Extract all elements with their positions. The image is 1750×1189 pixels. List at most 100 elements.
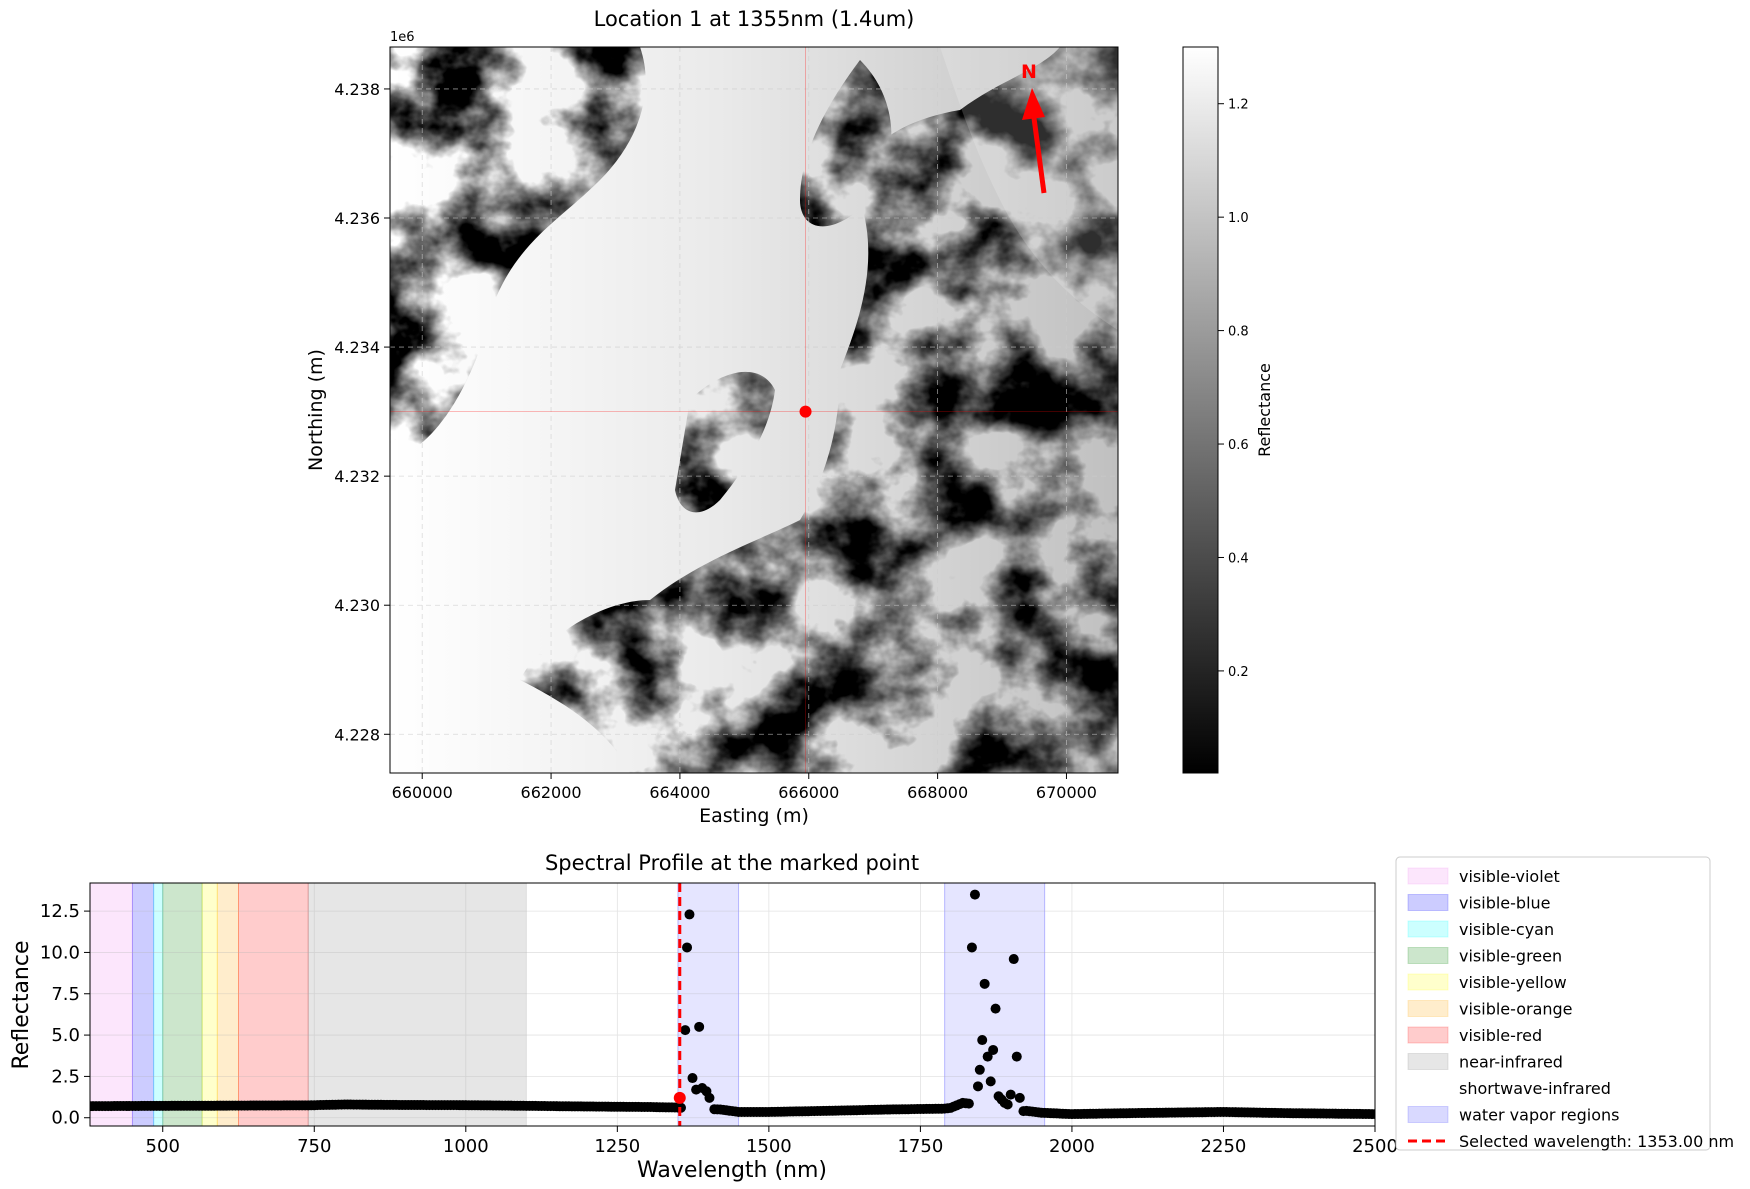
spectrum-point	[985, 1076, 996, 1087]
spectrum-point	[963, 1098, 974, 1109]
spectrum-xlabel: Wavelength (nm)	[637, 1158, 827, 1183]
marked-point[interactable]	[799, 405, 812, 418]
map-title: Location 1 at 1355nm (1.4um)	[594, 7, 915, 31]
spectrum-x-tick-label: 1000	[443, 1136, 489, 1157]
north-arrow-icon	[1022, 88, 1047, 194]
colorbar-tick-label: 1.0	[1228, 211, 1249, 226]
map-x-tick-label: 664000	[649, 783, 710, 802]
spectrum-point	[979, 978, 990, 989]
spectrum-point	[1014, 1092, 1025, 1103]
spectrum-point	[680, 1025, 691, 1036]
map-x-tick-label: 660000	[392, 783, 453, 802]
spectral-region-visible-blue	[131, 883, 155, 1126]
spectrum-x-tick-label: 1500	[746, 1136, 792, 1157]
map-x-tick-label: 662000	[521, 783, 582, 802]
spectrum-point	[982, 1051, 993, 1062]
legend-swatch	[1408, 1080, 1448, 1096]
map-ylabel: Northing (m)	[305, 349, 327, 471]
spectrum-x-tick-label: 2250	[1201, 1136, 1247, 1157]
spectral-region-visible-yellow	[201, 883, 218, 1126]
spectral-region-visible-cyan	[153, 883, 164, 1126]
spectrum-x-tick-label: 750	[297, 1136, 331, 1157]
spectral-region-visible-violet	[90, 883, 133, 1126]
colorbar-axis: 0.2 0.4 0.6 0.8 1.0 1.2	[1218, 98, 1249, 680]
spectral-region-near-infrared	[307, 883, 527, 1126]
spectrum-points	[90, 889, 1375, 1120]
map-axes-frame	[389, 46, 1119, 774]
spectral-region-water-vapor-regions	[677, 883, 740, 1126]
spectrum-point	[990, 1003, 1001, 1014]
legend-label: near-infrared	[1459, 1053, 1563, 1072]
spectrum-point	[966, 942, 977, 953]
colorbar-label: Reflectance	[1255, 363, 1274, 457]
spectrum-x-axis: 500 750 1000 1250 1500 1750 2000 2250 2500	[146, 1126, 1398, 1157]
map-y-tick-label: 4.236	[334, 209, 380, 228]
spectrum-point	[977, 1035, 988, 1046]
colorbar-tick-label: 0.2	[1228, 665, 1249, 680]
map-y-tick-label: 4.232	[334, 467, 380, 486]
spectrum-point	[1002, 1099, 1013, 1110]
map-offset-label: 1e6	[390, 30, 415, 45]
spectrum-point	[969, 889, 980, 900]
legend-label: visible-violet	[1459, 867, 1560, 886]
spectrum-point	[988, 1044, 999, 1055]
map-x-axis: 660000 662000 664000 666000 668000 670000	[392, 773, 1097, 802]
reflectance-image	[390, 47, 1118, 773]
legend-swatch	[1407, 1000, 1449, 1017]
spectrum-y-tick-label: 5.0	[51, 1025, 80, 1046]
colorbar-tick-label: 1.2	[1228, 98, 1249, 113]
spectral-region-shortwave-infrared	[525, 883, 1375, 1126]
spectrum-point	[704, 1092, 715, 1103]
legend-label: visible-orange	[1459, 1000, 1573, 1019]
spectrum-y-tick-label: 12.5	[40, 901, 80, 922]
spectrum-y-tick-label: 2.5	[51, 1066, 80, 1087]
legend-swatch	[1407, 1026, 1449, 1044]
spectrum-point	[974, 1064, 985, 1075]
spectrum-point	[1018, 1106, 1029, 1117]
spectrum-ylabel: Reflectance	[9, 940, 34, 1069]
spectrum-y-tick-label: 7.5	[51, 984, 80, 1005]
spectrum-y-tick-label: 10.0	[40, 942, 80, 963]
map-x-tick-label: 666000	[778, 783, 839, 802]
spectral-region-visible-orange	[216, 883, 240, 1126]
map-y-axis: 4.228 4.230 4.232 4.234 4.236 4.238	[334, 80, 390, 744]
legend-swatch	[1407, 1106, 1449, 1123]
spectrum-x-tick-label: 500	[146, 1136, 180, 1157]
colorbar	[1182, 46, 1219, 774]
colorbar-tick-label: 0.8	[1228, 325, 1249, 340]
spectrum-y-axis: 0.0 2.5 5.0 7.5 10.0 12.5	[40, 901, 90, 1129]
legend-label: water vapor regions	[1459, 1106, 1620, 1125]
map-x-tick-label: 670000	[1036, 783, 1097, 802]
spectrum-point	[694, 1021, 705, 1032]
spectrum-point	[1005, 1089, 1016, 1100]
legend-swatch	[1407, 1053, 1449, 1070]
spectrum-axes-frame	[89, 882, 1376, 1127]
legend-swatch	[1407, 920, 1449, 938]
north-label: N	[1021, 61, 1037, 83]
spectrum-x-tick-label: 1250	[594, 1136, 640, 1157]
selected-wavelength-point[interactable]	[673, 1091, 686, 1104]
legend-label: Selected wavelength: 1353.00 nm	[1459, 1132, 1734, 1151]
map-grid	[390, 47, 1118, 773]
legend-swatch	[1407, 894, 1449, 911]
legend-swatch	[1407, 867, 1449, 885]
spectrum-point	[1008, 954, 1019, 965]
spectrum-point	[972, 1081, 983, 1092]
legend-label: visible-red	[1459, 1026, 1542, 1045]
colorbar-tick-label: 0.6	[1228, 438, 1249, 453]
legend-label: visible-yellow	[1459, 973, 1567, 992]
spectral-regions	[90, 883, 1375, 1126]
map-xlabel: Easting (m)	[699, 805, 809, 827]
legend-label: visible-cyan	[1459, 920, 1554, 939]
spectrum-x-tick-label: 1750	[897, 1136, 943, 1157]
map-y-tick-label: 4.238	[334, 80, 380, 99]
spectral-region-visible-red	[238, 883, 309, 1126]
spectrum-point	[684, 909, 695, 920]
map-y-tick-label: 4.234	[334, 338, 380, 357]
spectrum-y-tick-label: 0.0	[51, 1108, 80, 1129]
legend-label: visible-blue	[1459, 894, 1551, 913]
spectrum-point	[1011, 1051, 1022, 1062]
spectral-region-visible-green	[162, 883, 203, 1126]
legend-label: visible-green	[1459, 947, 1562, 966]
spectrum-legend: visible-violet visible-blue visible-cyan vi…	[1395, 856, 1734, 1151]
